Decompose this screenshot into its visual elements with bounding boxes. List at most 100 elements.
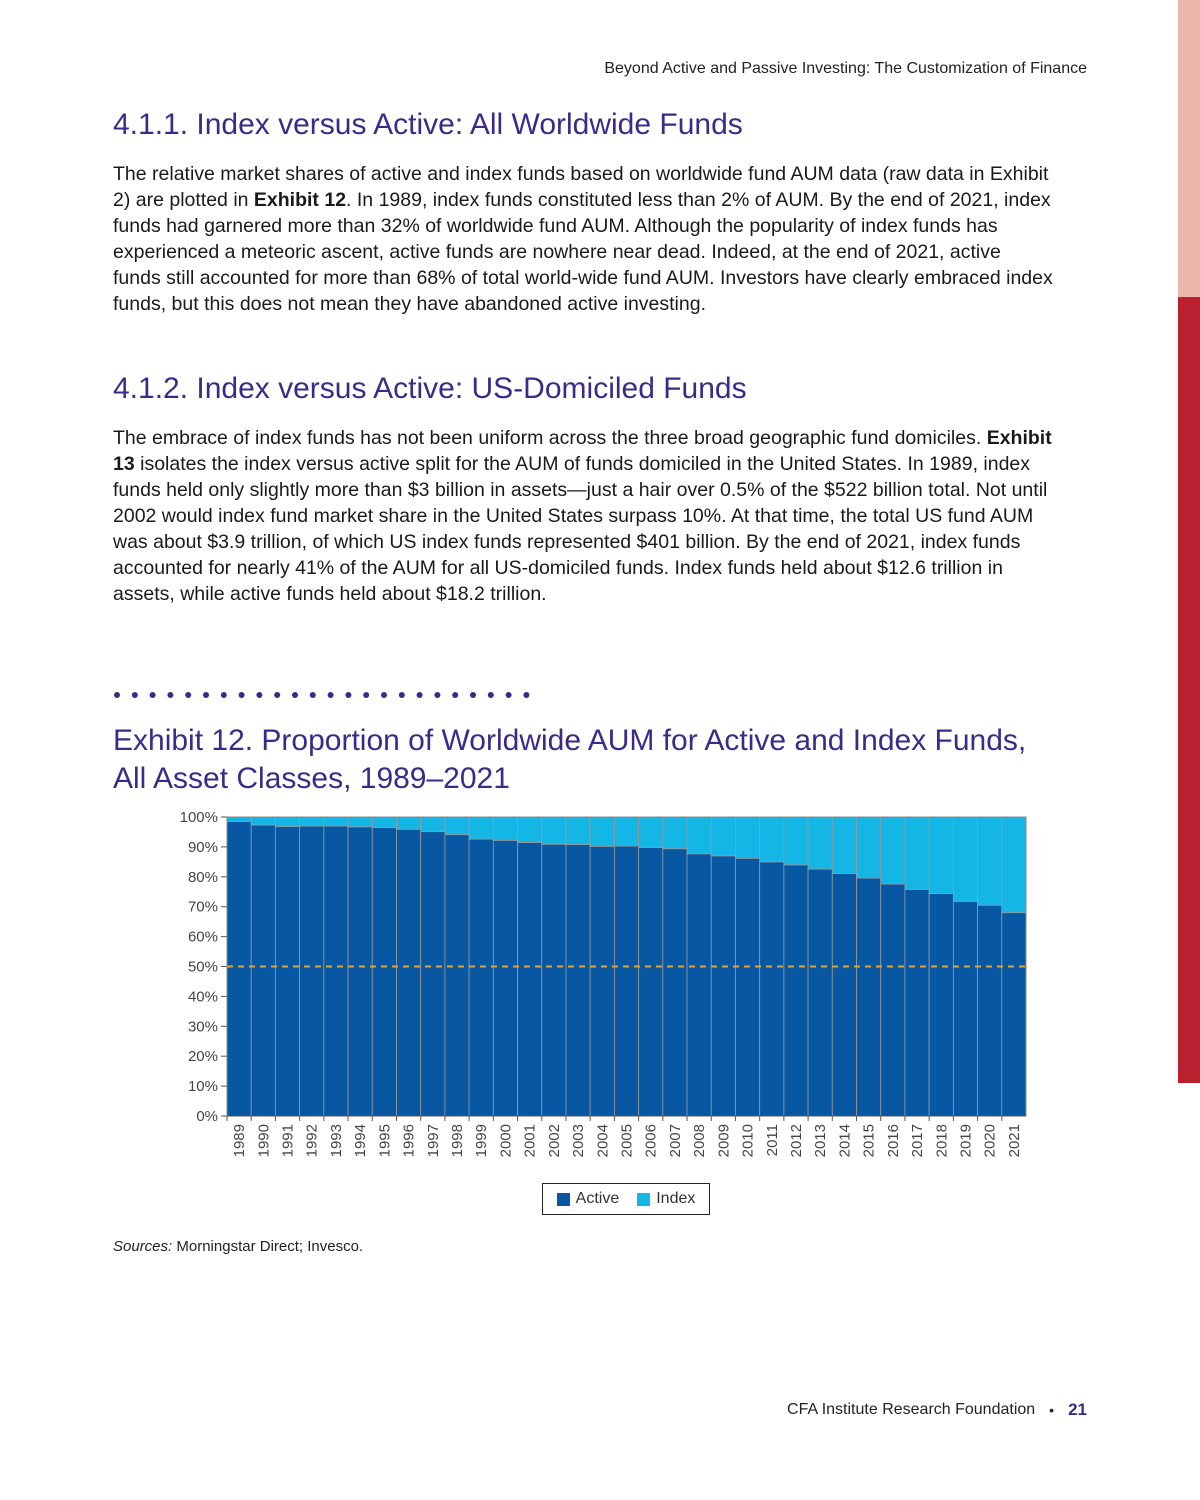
para-text: The relative market shares of active and… (113, 163, 1049, 211)
bar-active (468, 838, 494, 1117)
legend-item-active: Active (556, 1190, 620, 1208)
x-tick-label: 1999 (473, 1124, 490, 1157)
y-tick-label: 40% (188, 988, 218, 1005)
x-tick-label: 1989 (231, 1124, 248, 1157)
bar-index (323, 816, 349, 827)
bar-index (517, 816, 543, 843)
bar-active (759, 861, 785, 1117)
bar-active (275, 826, 301, 1117)
divider-dot (220, 692, 227, 698)
bar-index (250, 816, 276, 826)
divider-dot (363, 692, 370, 698)
bar-active (613, 845, 640, 1117)
bar-active (347, 826, 373, 1117)
divider-dot (203, 692, 209, 698)
y-tick-label: 90% (188, 839, 218, 856)
bar-index (275, 816, 301, 827)
divider-dot (256, 692, 263, 698)
y-tick-label: 0% (196, 1108, 218, 1125)
page-number: 21 (1068, 1400, 1087, 1419)
divider-dot (523, 692, 530, 698)
bar-active (831, 873, 857, 1117)
bars (226, 816, 1027, 1117)
x-tick-label: 1997 (425, 1124, 442, 1157)
footer-bullet: • (1049, 1402, 1055, 1418)
bar-index (468, 816, 494, 840)
x-tick-label: 1992 (304, 1124, 321, 1157)
divider-dot (309, 692, 316, 698)
bar-index (371, 816, 397, 828)
bar-active (880, 883, 906, 1117)
bar-index (880, 816, 906, 885)
sources-text: Morningstar Direct; Invesco. (172, 1238, 364, 1255)
divider-dot (505, 692, 512, 698)
divider-dot (167, 692, 174, 698)
x-tick-label: 1998 (449, 1124, 466, 1157)
section-paragraph-411: The relative market shares of active and… (113, 161, 1053, 317)
x-tick-label: 2016 (885, 1124, 902, 1157)
x-tick-label: 1994 (352, 1124, 369, 1157)
bar-index (299, 816, 325, 827)
y-tick-label: 20% (188, 1048, 218, 1065)
bar-index (831, 816, 857, 874)
exhibit-title: Exhibit 12. Proportion of Worldwide AUM … (113, 724, 1027, 795)
x-tick-label: 2009 (715, 1124, 732, 1157)
x-axis: 1989 1990 1991 1992 1993 1994 1995 1996 1997 1998… (226, 1115, 1026, 1157)
x-tick-label: 2005 (619, 1124, 636, 1157)
bar-active (783, 864, 809, 1117)
bar-index (444, 816, 470, 836)
legend-swatch-index (637, 1192, 651, 1206)
x-tick-label: 2019 (957, 1124, 974, 1157)
x-tick-label: 2013 (812, 1124, 829, 1157)
y-tick-label: 30% (188, 1018, 218, 1035)
bar-active (638, 847, 664, 1117)
divider-dot (292, 692, 298, 698)
section-heading-411: 4.1.1. Index versus Active: All Worldwid… (113, 108, 743, 141)
bar-index (1001, 816, 1027, 914)
divider-dot (381, 692, 387, 698)
x-tick-label: 2018 (933, 1124, 950, 1157)
x-tick-label: 2021 (1006, 1124, 1023, 1157)
bar-index (638, 816, 664, 848)
x-tick-label: 2003 (570, 1124, 587, 1157)
divider-dot (238, 692, 245, 698)
bar-active (686, 853, 712, 1117)
bar-index (710, 816, 736, 857)
stacked-bar-chart: 0%10%20%30%40%50%60%70%80%90%100% 1989 19… (180, 809, 1027, 1157)
bar-active (952, 900, 978, 1117)
x-tick-label: 2012 (788, 1124, 805, 1157)
x-tick-label: 2017 (909, 1124, 926, 1157)
y-tick-label: 70% (188, 899, 218, 916)
bar-active (928, 893, 954, 1117)
exhibit-ref-12: Exhibit 12 (253, 189, 347, 211)
x-tick-label: 2001 (522, 1124, 539, 1157)
bar-active (444, 834, 470, 1117)
bar-index (565, 816, 591, 845)
para-text: The embrace of index funds has not been … (113, 427, 987, 449)
x-tick-label: 2002 (546, 1124, 563, 1157)
sources-label: Sources: (113, 1238, 173, 1255)
bar-index (904, 816, 930, 890)
divider-dot (185, 692, 192, 698)
bar-active (662, 848, 688, 1117)
legend-item-index: Index (637, 1190, 695, 1208)
y-tick-label: 50% (188, 959, 218, 976)
para-text: isolates the index versus active split f… (113, 453, 1048, 605)
bar-active (517, 842, 543, 1117)
bar-active (565, 844, 591, 1117)
divider-dot (452, 692, 459, 698)
x-tick-label: 2014 (836, 1124, 853, 1157)
bar-index (420, 816, 446, 833)
legend-label-active: Active (575, 1190, 620, 1207)
bar-active (226, 821, 252, 1117)
bar-active (735, 857, 761, 1117)
bar-active (710, 855, 736, 1117)
divider-dot (327, 692, 334, 698)
x-tick-label: 2015 (861, 1124, 878, 1157)
bar-active (589, 845, 615, 1117)
bar-index (662, 816, 688, 850)
bar-index (396, 816, 422, 830)
bar-active (1001, 912, 1027, 1117)
bar-active (420, 831, 446, 1117)
x-tick-label: 1990 (255, 1124, 272, 1157)
